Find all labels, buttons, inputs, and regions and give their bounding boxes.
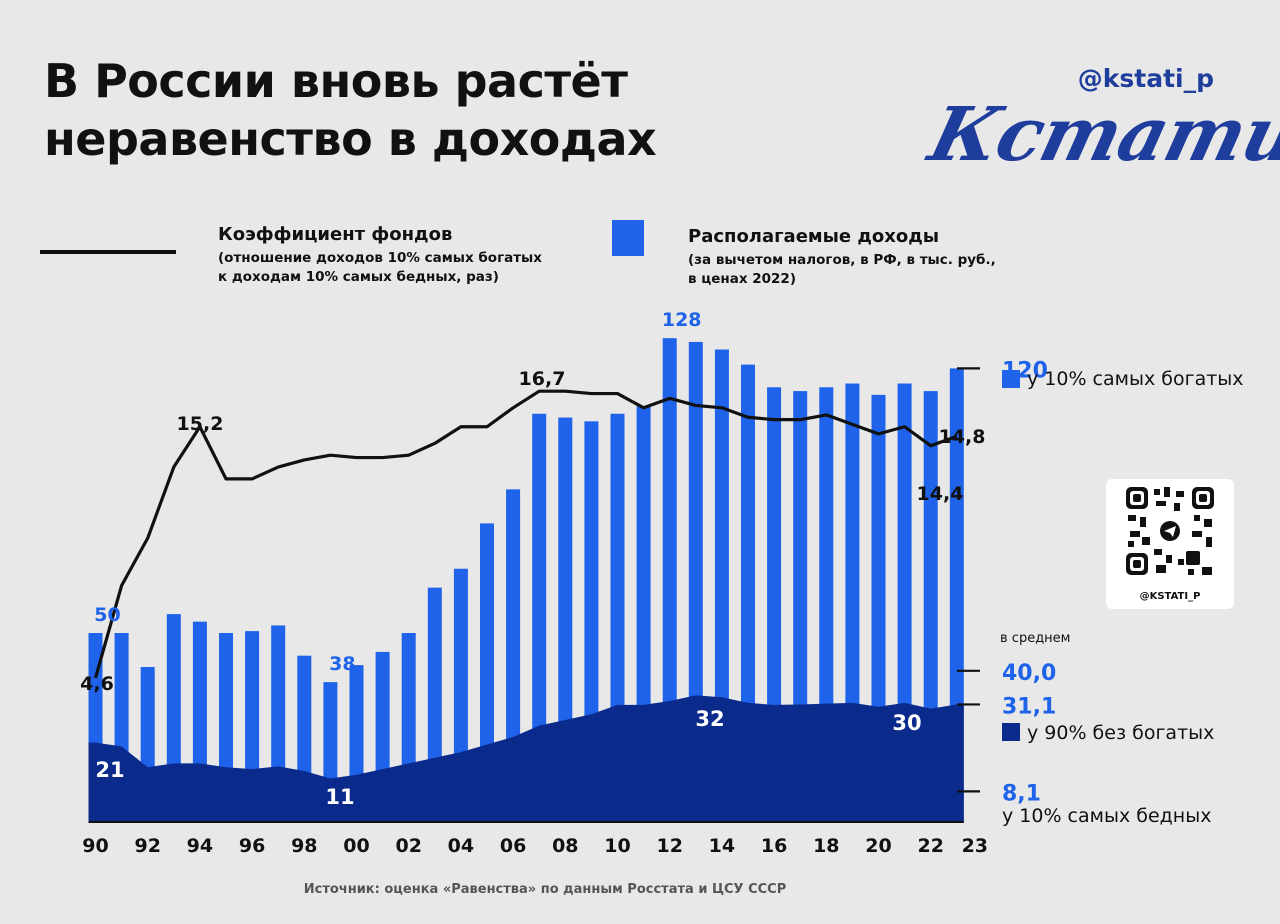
label-coefficient-2022: 14,4 (917, 483, 964, 505)
legend-bar-subtitle: (за вычетом налогов, в РФ, в тыс. руб., … (688, 251, 1048, 289)
legend-swatch-rich (1002, 370, 1020, 388)
label-coefficient-1990: 4,6 (80, 673, 114, 695)
right-value-middle: 31,1 (1002, 694, 1056, 719)
x-tick-label: 92 (134, 835, 160, 857)
legend-bar-sub-2: в ценах 2022) (688, 271, 796, 287)
legend-line-sub-2: к доходам 10% самых бедных, раз) (218, 269, 499, 285)
x-tick-label: 23 (962, 835, 988, 857)
legend-line-swatch (40, 250, 176, 254)
x-tick-label: 10 (604, 835, 630, 857)
label-coefficient-2007: 16,7 (519, 368, 566, 390)
x-tick-label: 04 (448, 835, 474, 857)
right-value-average: 40,0 (1002, 661, 1056, 686)
x-tick-label: 02 (395, 835, 421, 857)
title-line-1: В России вновь растёт (44, 54, 628, 108)
label-poor-1990: 21 (95, 758, 124, 782)
bar-rich-2007 (532, 413, 547, 822)
label-rich-1999: 38 (329, 653, 355, 675)
x-tick-label: 90 (82, 835, 108, 857)
qr-code-card[interactable]: @KSTATI_P (1106, 479, 1234, 609)
right-value-poor: 8,1 (1002, 781, 1041, 806)
title-line-2: неравенство в доходах (44, 112, 657, 166)
x-tick-label: 20 (865, 835, 891, 857)
x-tick-label: 94 (187, 835, 213, 857)
right-note-average: в среднем (1000, 631, 1070, 646)
label-rich-2012: 128 (662, 309, 702, 331)
x-tick-label: 16 (761, 835, 787, 857)
x-tick-label: 96 (239, 835, 265, 857)
right-caption-poor: у 10% самых бедных (1002, 805, 1211, 827)
x-tick-label: 14 (709, 835, 735, 857)
label-poor-1999: 11 (325, 785, 354, 809)
label-coefficient-1994: 15,2 (177, 413, 224, 435)
label-poor-2013: 32 (695, 707, 724, 731)
x-tick-label: 18 (813, 835, 839, 857)
legend-line-title: Коэффициент фондов (218, 224, 453, 245)
legend-line-subtitle: (отношение доходов 10% самых богатых к д… (218, 249, 578, 287)
page-title: В России вновь растёт неравенство в дохо… (44, 52, 764, 168)
x-tick-label: 06 (500, 835, 526, 857)
qr-caption: @KSTATI_P (1139, 591, 1201, 602)
right-caption-rich: у 10% самых богатых (1027, 368, 1244, 390)
legend-bar-swatch (612, 220, 644, 256)
series-line-coefficient (93, 389, 958, 679)
brand-handle[interactable]: @kstati_p (1077, 64, 1214, 93)
source-note: Источник: оценка «Равенства» по данным Р… (303, 882, 787, 897)
legend-swatch-middle (1002, 723, 1020, 741)
right-caption-middle: у 90% без богатых (1027, 722, 1214, 744)
x-tick-label: 98 (291, 835, 317, 857)
qr-code-icon (1126, 487, 1214, 575)
x-tick-label: 12 (656, 835, 682, 857)
legend-bar-sub-1: (за вычетом налогов, в РФ, в тыс. руб., (688, 252, 996, 268)
legend-bar-title: Располагаемые доходы (688, 226, 940, 247)
label-poor-2021: 30 (892, 711, 921, 735)
x-tick-label: 00 (343, 835, 369, 857)
label-coefficient-2023: 14,8 (939, 426, 986, 448)
x-tick-label: 22 (917, 835, 943, 857)
legend-line-sub-1: (отношение доходов 10% самых богатых (218, 250, 542, 266)
label-rich-1990: 50 (94, 604, 120, 626)
x-tick-label: 08 (552, 835, 578, 857)
series-area-poor (88, 695, 964, 822)
